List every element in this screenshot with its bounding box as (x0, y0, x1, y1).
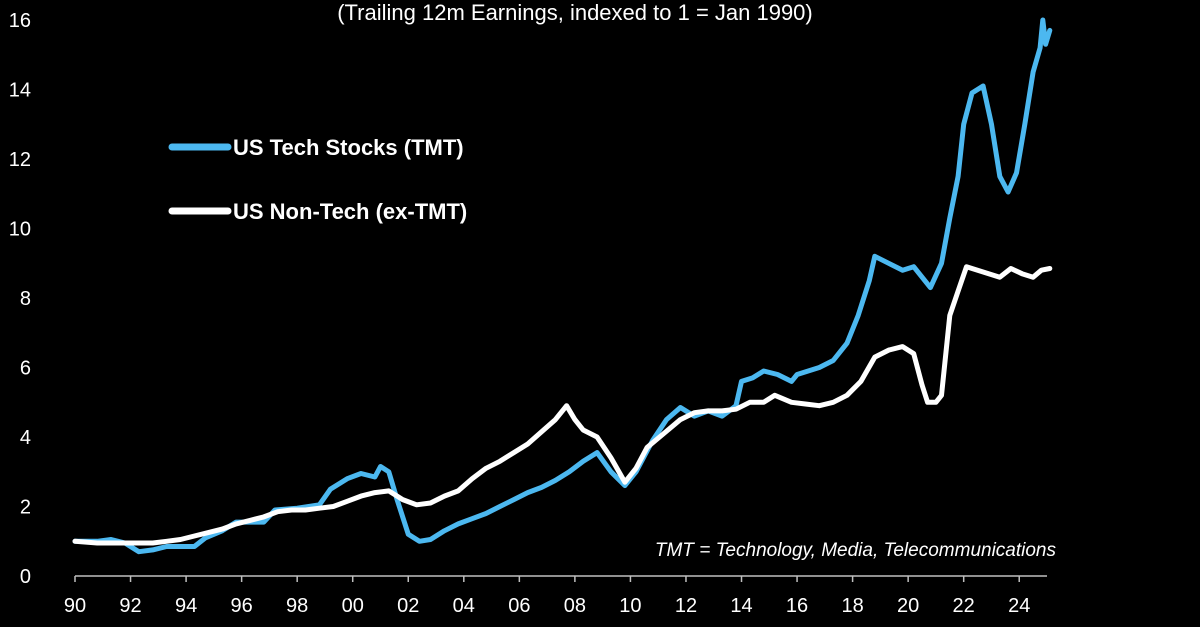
y-tick-label: 12 (9, 149, 31, 171)
x-tick-label: 98 (286, 595, 308, 617)
chart-annotation: TMT = Technology, Media, Telecommunicati… (655, 540, 1057, 561)
x-tick-label: 10 (619, 595, 641, 617)
series-group (72, 17, 1053, 555)
y-tick-label: 8 (20, 288, 31, 310)
y-tick-label: 14 (9, 80, 31, 102)
legend-label-tech: US Tech Stocks (TMT) (233, 135, 464, 160)
x-tick-label: 16 (786, 595, 808, 617)
x-tick-label: 00 (342, 595, 364, 617)
x-tick-label: 94 (175, 595, 197, 617)
y-tick-label: 16 (9, 10, 31, 32)
x-tick-label: 20 (897, 595, 919, 617)
y-tick-label: 2 (20, 497, 31, 519)
x-tick-label: 02 (397, 595, 419, 617)
x-tick-label: 14 (730, 595, 752, 617)
chart-subtitle: (Trailing 12m Earnings, indexed to 1 = J… (337, 0, 813, 25)
legend: US Tech Stocks (TMT) US Non-Tech (ex-TMT… (168, 135, 467, 224)
x-tick-label: 22 (953, 595, 975, 617)
y-tick-label: 4 (20, 427, 31, 449)
x-tick-label: 12 (675, 595, 697, 617)
x-tick-label: 08 (564, 595, 586, 617)
legend-label-non-tech: US Non-Tech (ex-TMT) (233, 199, 467, 224)
y-tick-label: 0 (20, 566, 31, 588)
y-axis: 0 2 4 6 8 10 12 14 16 (9, 10, 31, 588)
x-tick-label: 92 (119, 595, 141, 617)
y-tick-label: 6 (20, 358, 31, 380)
series-line-non-tech (72, 264, 1053, 546)
x-tick-label: 24 (1008, 595, 1030, 617)
x-tick-label: 04 (453, 595, 475, 617)
x-tick-label: 90 (64, 595, 86, 617)
x-axis: 90 92 94 96 98 00 02 04 06 08 10 12 14 16 18 20 22 24 (64, 575, 1047, 617)
x-tick-label: 18 (841, 595, 863, 617)
x-tick-label: 06 (508, 595, 530, 617)
y-tick-label: 10 (9, 219, 31, 241)
x-tick-label: 96 (231, 595, 253, 617)
